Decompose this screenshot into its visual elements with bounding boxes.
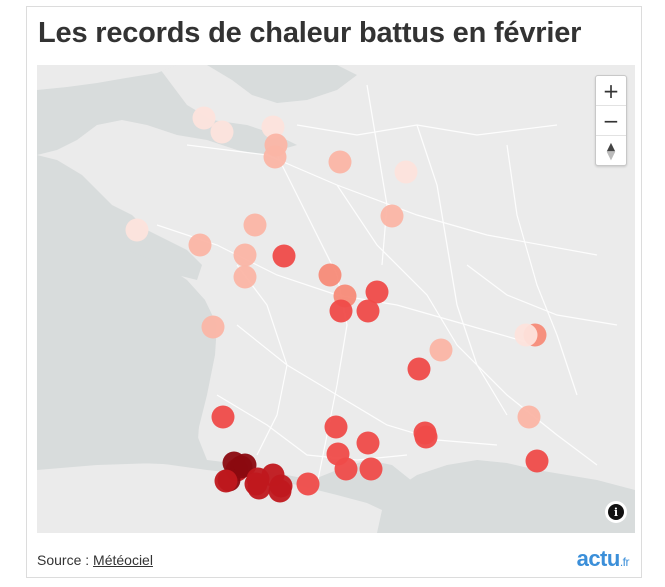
- page-title: Les records de chaleur battus en février: [38, 17, 582, 49]
- upper-channel-water: [207, 65, 357, 103]
- info-button[interactable]: i: [605, 501, 627, 523]
- record-marker[interactable]: [201, 315, 225, 339]
- compass-icon[interactable]: ▲ ▼: [596, 135, 626, 165]
- road-line: [416, 124, 508, 416]
- spain-land: [37, 463, 382, 533]
- logo-suffix: .fr: [619, 555, 630, 569]
- record-marker[interactable]: [296, 472, 320, 496]
- record-marker[interactable]: [192, 106, 216, 130]
- record-marker[interactable]: [359, 457, 383, 481]
- record-marker[interactable]: [233, 265, 257, 289]
- record-marker[interactable]: [356, 431, 380, 455]
- road-line: [296, 124, 558, 136]
- uk-coast: [37, 65, 177, 90]
- record-marker[interactable]: [407, 357, 431, 381]
- record-marker[interactable]: [125, 218, 149, 242]
- brittany-coast: [37, 155, 202, 280]
- record-marker[interactable]: [525, 449, 549, 473]
- record-marker[interactable]: [243, 213, 267, 237]
- road-line: [186, 144, 598, 256]
- source-prefix: Source :: [37, 552, 90, 568]
- record-marker[interactable]: [318, 263, 342, 287]
- record-marker[interactable]: [329, 299, 353, 323]
- mediterranean-sea: [377, 460, 635, 533]
- record-marker[interactable]: [514, 323, 538, 347]
- record-marker[interactable]: [272, 244, 296, 268]
- record-marker[interactable]: [328, 150, 352, 174]
- record-marker[interactable]: [324, 415, 348, 439]
- record-marker[interactable]: [334, 457, 358, 481]
- road-line: [466, 264, 618, 326]
- record-marker[interactable]: [517, 405, 541, 429]
- road-line: [336, 184, 598, 466]
- map-canvas[interactable]: [37, 65, 635, 533]
- road-line: [506, 144, 578, 396]
- atlantic-south: [37, 275, 207, 467]
- road-line: [236, 324, 498, 446]
- map-view[interactable]: + − ▲ ▼ i: [37, 65, 635, 533]
- actu-logo[interactable]: actu.fr: [576, 546, 630, 572]
- zoom-out-button[interactable]: −: [596, 105, 626, 135]
- record-marker[interactable]: [188, 233, 212, 257]
- record-marker[interactable]: [261, 463, 285, 487]
- record-marker[interactable]: [210, 120, 234, 144]
- record-marker[interactable]: [356, 299, 380, 323]
- record-marker[interactable]: [429, 338, 453, 362]
- source-footer: Source : Météociel: [37, 552, 153, 568]
- record-marker[interactable]: [233, 243, 257, 267]
- road-line: [366, 84, 388, 266]
- record-marker[interactable]: [380, 204, 404, 228]
- record-marker[interactable]: [263, 145, 287, 169]
- record-marker[interactable]: [365, 280, 389, 304]
- source-link[interactable]: Météociel: [93, 552, 153, 568]
- road-line: [236, 264, 288, 456]
- infographic-card: Les records de chaleur battus en février…: [26, 6, 642, 578]
- record-marker[interactable]: [214, 469, 238, 493]
- zoom-in-button[interactable]: +: [602, 78, 620, 103]
- info-icon: i: [608, 504, 624, 520]
- zoom-controls: + − ▲ ▼: [595, 75, 627, 166]
- record-marker[interactable]: [413, 421, 437, 445]
- record-markers: [125, 106, 549, 503]
- record-marker[interactable]: [261, 115, 285, 139]
- record-marker[interactable]: [211, 405, 235, 429]
- record-marker[interactable]: [394, 160, 418, 184]
- logo-main: actu: [576, 546, 621, 571]
- road-line: [276, 154, 348, 486]
